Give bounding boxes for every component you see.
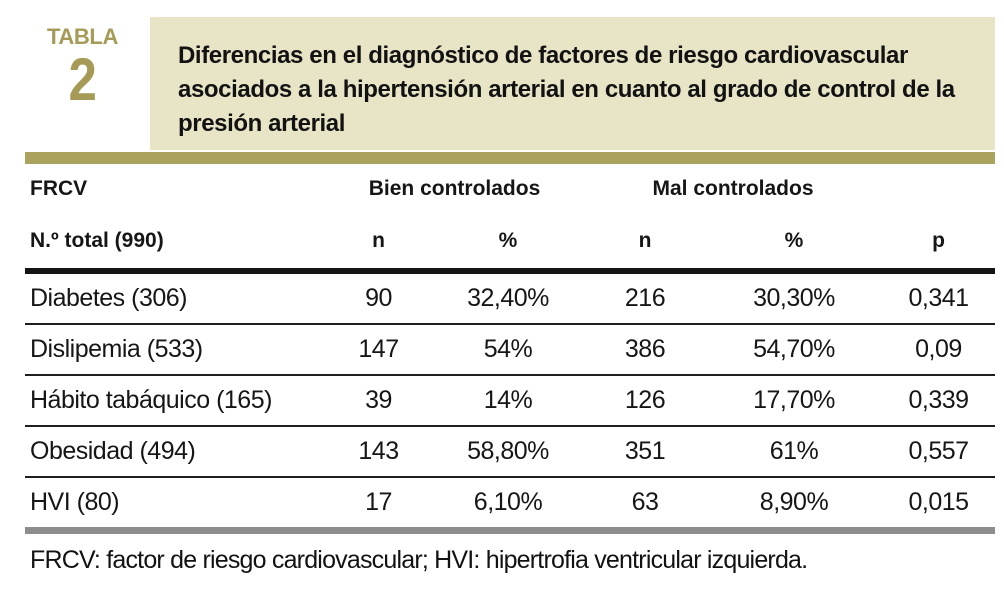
- column-group-mal-controlados: Mal controlados: [652, 177, 814, 200]
- column-header-mal-pct: %: [706, 214, 882, 274]
- value-p: 0,09: [882, 324, 995, 376]
- row-label: HVI (80): [25, 477, 325, 534]
- column-header-mal-n: n: [584, 214, 706, 274]
- row-label: Diabetes (306): [25, 271, 325, 325]
- row-label: Obesidad (494): [25, 426, 325, 478]
- table-row-diabetes: Diabetes (306) 90 32,40% 216 30,30% 0,34…: [25, 271, 995, 325]
- row-label: Dislipemia (533): [25, 324, 325, 376]
- table-row-dislipemia: Dislipemia (533) 147 54% 386 54,70% 0,09: [25, 324, 995, 376]
- value-bien-n: 90: [325, 271, 432, 325]
- value-bien-n: 17: [325, 477, 432, 534]
- row-label: Hábito tabáquico (165): [25, 375, 325, 427]
- divider-bar: [25, 152, 995, 164]
- value-mal-n: 126: [584, 375, 706, 427]
- table-row-hvi: HVI (80) 17 6,10% 63 8,90% 0,015: [25, 477, 995, 534]
- column-header-bien-pct: %: [432, 214, 584, 274]
- value-p: 0,557: [882, 426, 995, 478]
- value-bien-pct: 14%: [432, 375, 584, 427]
- risk-factors-table: FRCV Bien controlados Mal controlados N.…: [25, 164, 995, 534]
- value-mal-pct: 17,70%: [706, 375, 882, 427]
- value-p: 0,015: [882, 477, 995, 534]
- table-footnote: FRCV: factor de riesgo cardiovascular; H…: [30, 546, 808, 574]
- value-mal-pct: 61%: [706, 426, 882, 478]
- value-bien-n: 143: [325, 426, 432, 478]
- table-group-header-row: FRCV Bien controlados Mal controlados: [25, 164, 995, 214]
- table-row-habito-tabaquico: Hábito tabáquico (165) 39 14% 126 17,70%…: [25, 375, 995, 427]
- value-bien-pct: 32,40%: [432, 271, 584, 325]
- table-label-word: TABLA: [47, 24, 118, 49]
- column-header-p: p: [882, 214, 995, 274]
- value-bien-n: 39: [325, 375, 432, 427]
- value-mal-pct: 30,30%: [706, 271, 882, 325]
- table-row-obesidad: Obesidad (494) 143 58,80% 351 61% 0,557: [25, 426, 995, 478]
- table-subheader-row: N.º total (990) n % n % p: [25, 214, 995, 274]
- value-mal-pct: 54,70%: [706, 324, 882, 376]
- column-header-n-total: N.º total (990): [25, 214, 325, 274]
- column-group-bien-controlados: Bien controlados: [368, 177, 541, 200]
- value-bien-pct: 58,80%: [432, 426, 584, 478]
- value-p: 0,341: [882, 271, 995, 325]
- value-p: 0,339: [882, 375, 995, 427]
- table-number-label: TABLA 2: [30, 26, 135, 110]
- value-mal-n: 216: [584, 271, 706, 325]
- value-bien-pct: 54%: [432, 324, 584, 376]
- value-mal-n: 63: [584, 477, 706, 534]
- table-title-banner: Diferencias en el diagnóstico de factore…: [150, 17, 995, 150]
- column-header-bien-n: n: [325, 214, 432, 274]
- value-mal-n: 351: [584, 426, 706, 478]
- value-mal-pct: 8,90%: [706, 477, 882, 534]
- table-label-number: 2: [68, 46, 97, 113]
- column-header-frcv: FRCV: [30, 177, 88, 200]
- value-bien-pct: 6,10%: [432, 477, 584, 534]
- table-title: Diferencias en el diagnóstico de factore…: [178, 42, 955, 137]
- value-bien-n: 147: [325, 324, 432, 376]
- column-group-empty: [882, 164, 995, 214]
- value-mal-n: 386: [584, 324, 706, 376]
